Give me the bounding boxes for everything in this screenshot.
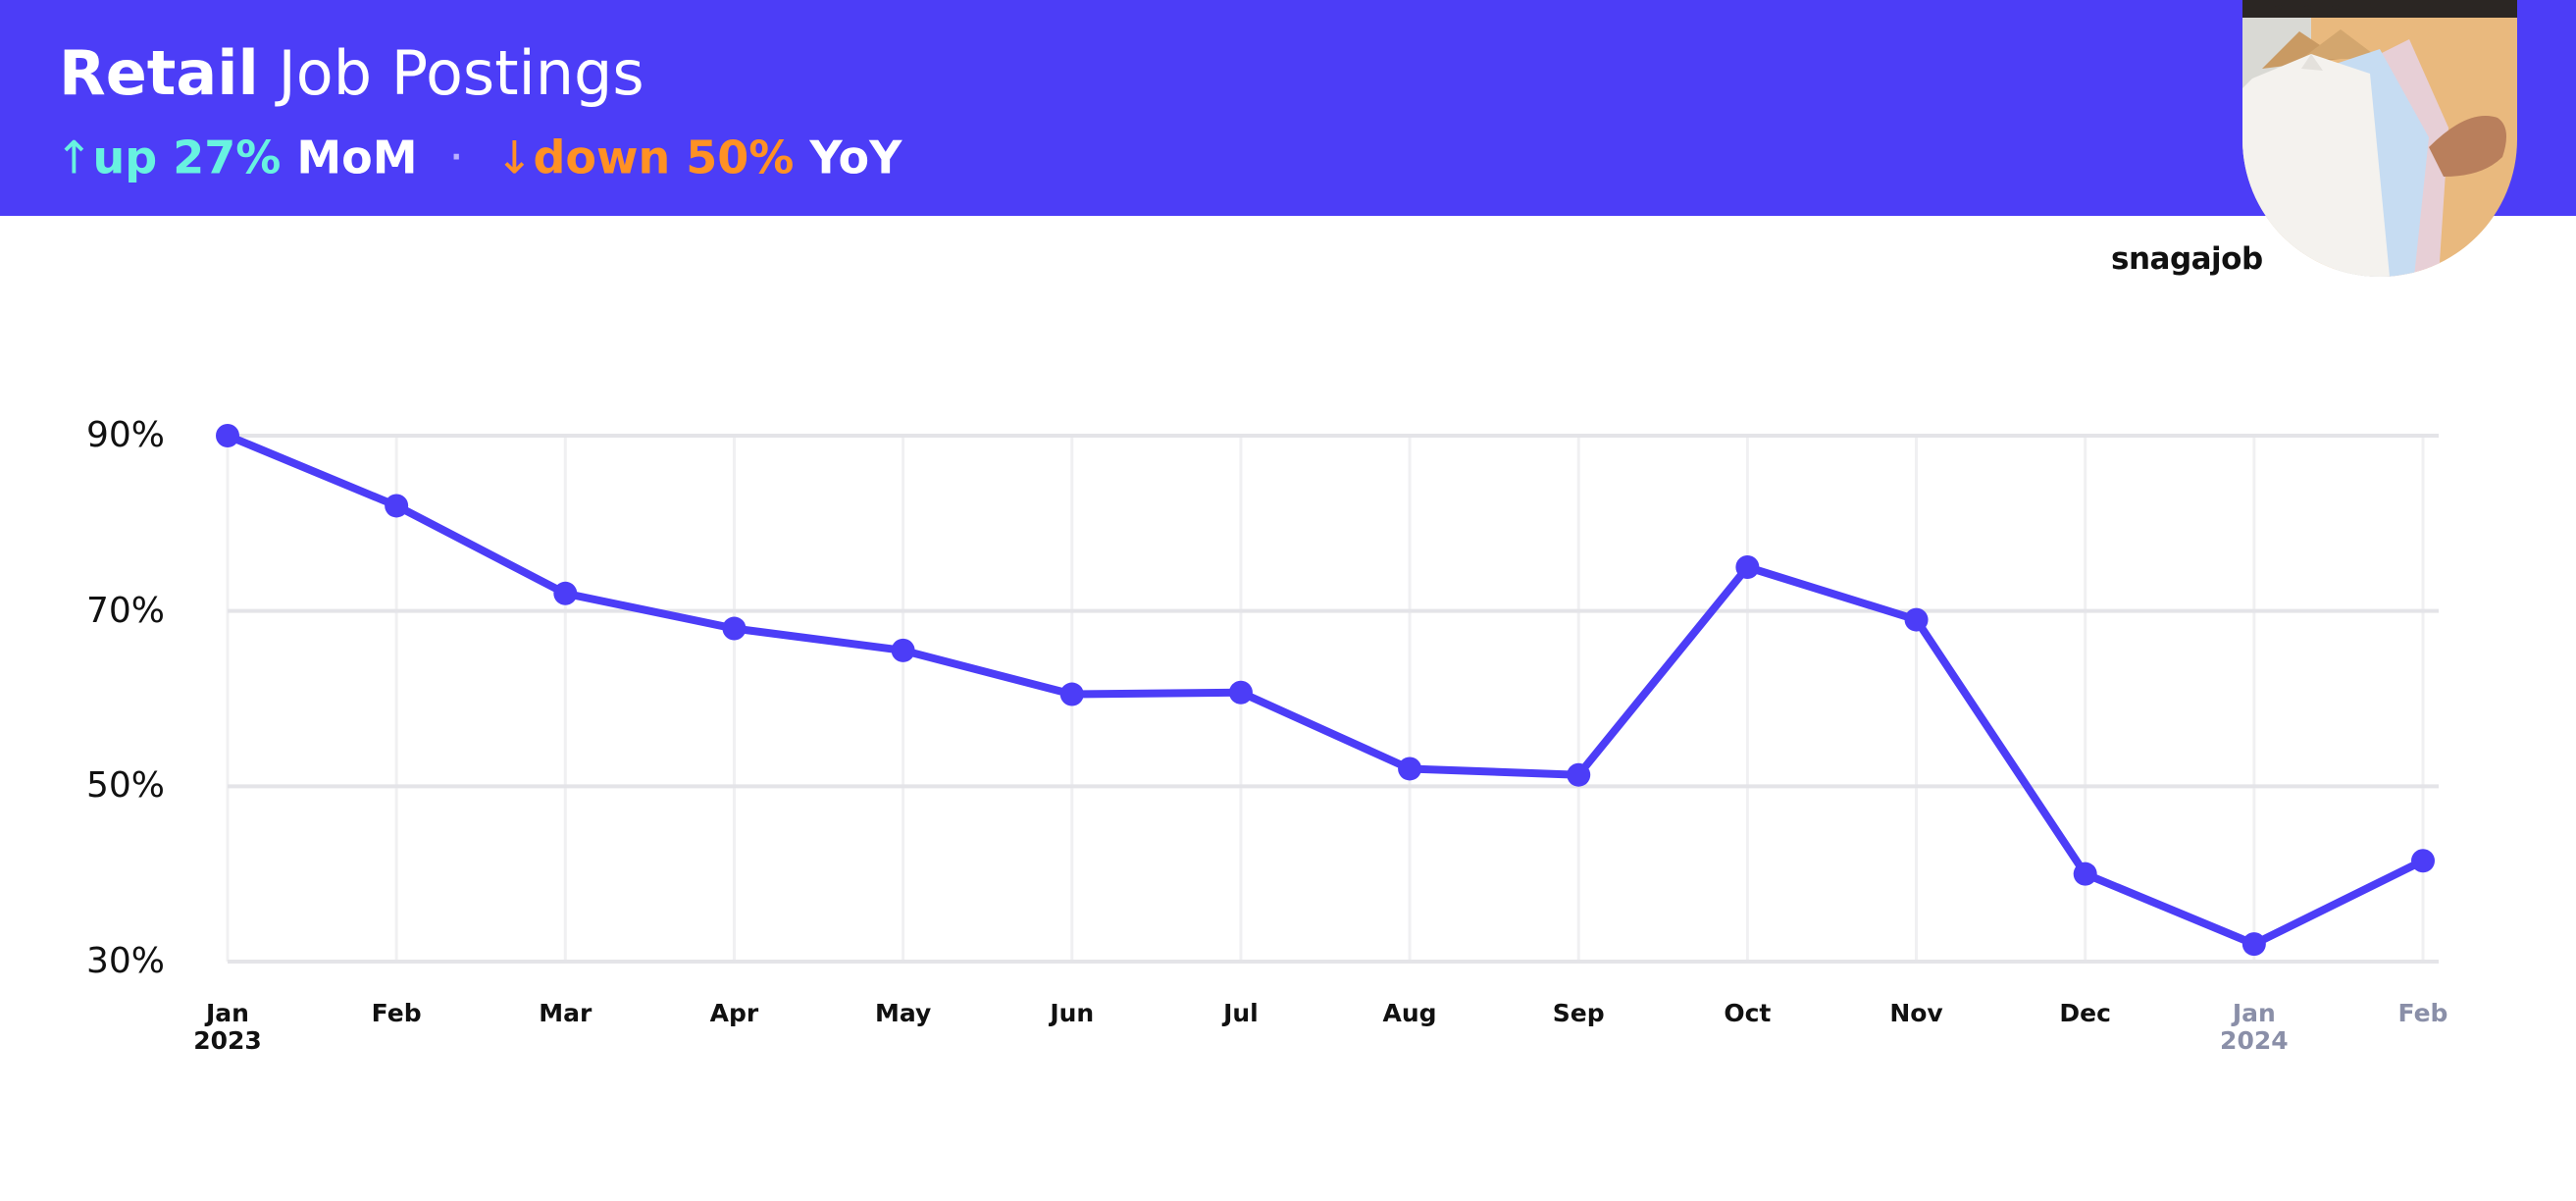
x-tick-month: Dec [2059,999,2111,1027]
x-tick-label: Sep [1510,1000,1647,1027]
x-tick-label: Aug [1341,1000,1478,1027]
data-point [2241,932,2266,957]
x-tick-month: Jan [206,999,249,1027]
data-point [2411,849,2435,873]
x-tick-label: Feb [2354,1000,2492,1027]
mom-change: up 27% [92,131,282,184]
data-point [1398,757,1422,781]
x-tick-month: Jul [1223,999,1259,1027]
x-tick-label: May [835,1000,972,1027]
x-tick-month: Jun [1050,999,1095,1027]
x-tick-label: Jul [1172,1000,1310,1027]
x-tick-label: Jun [1004,1000,1141,1027]
x-tick-month: Sep [1552,999,1605,1027]
x-tick-label: Dec [2017,1000,2154,1027]
x-tick-month: Apr [709,999,759,1027]
x-tick-month: Jan [2232,999,2276,1027]
data-point [1735,555,1760,579]
data-point [553,581,578,605]
header-banner: Retail Job Postings ↑up 27% MoM · ↓down … [0,0,2576,216]
yoy-change: down 50% [533,131,795,184]
data-point [722,616,747,641]
title-bold: Retail [59,37,259,109]
data-point [1059,682,1084,706]
page-title: Retail Job Postings [59,33,644,114]
arrow-down-icon: ↓ [494,131,534,184]
x-tick-label: Mar [496,1000,634,1027]
snagajob-logo: snagajob [2111,241,2263,277]
x-tick-month: Mar [539,999,592,1027]
x-tick-month: Feb [371,999,422,1027]
data-point [1567,762,1591,787]
x-tick-month: Feb [2397,999,2448,1027]
data-point [2073,862,2097,886]
title-rest: Job Postings [278,37,644,109]
separator-dot: · [450,139,462,175]
x-tick-label: Jan 2024 [2186,1000,2323,1055]
x-tick-label: Jan 2023 [159,1000,296,1055]
x-tick-label: Oct [1678,1000,1816,1027]
data-point [1228,680,1253,705]
shirts-on-hangers-image [2242,0,2517,277]
x-tick-label: Apr [665,1000,802,1027]
series-line [224,432,2427,949]
stats-line: ↑up 27% MoM · ↓down 50% YoY [55,120,902,188]
x-tick-label: Feb [328,1000,465,1027]
x-tick-year: 2023 [193,1026,262,1055]
data-point [1904,607,1929,632]
y-tick-label: 30% [85,941,165,981]
x-tick-month: Nov [1889,999,1943,1027]
x-tick-year: 2024 [2220,1026,2289,1055]
x-tick-month: May [874,999,932,1027]
mom-label: MoM [296,131,418,184]
yoy-label: YoY [809,131,902,184]
x-tick-month: Aug [1382,999,1437,1027]
data-point [891,638,915,662]
arrow-up-icon: ↑ [55,131,93,184]
x-tick-label: Nov [1848,1000,1985,1027]
y-tick-label: 70% [85,590,165,631]
y-tick-label: 90% [85,415,165,455]
data-point [216,424,239,447]
data-point [385,494,409,518]
y-tick-label: 50% [85,765,165,807]
x-tick-month: Oct [1724,999,1772,1027]
